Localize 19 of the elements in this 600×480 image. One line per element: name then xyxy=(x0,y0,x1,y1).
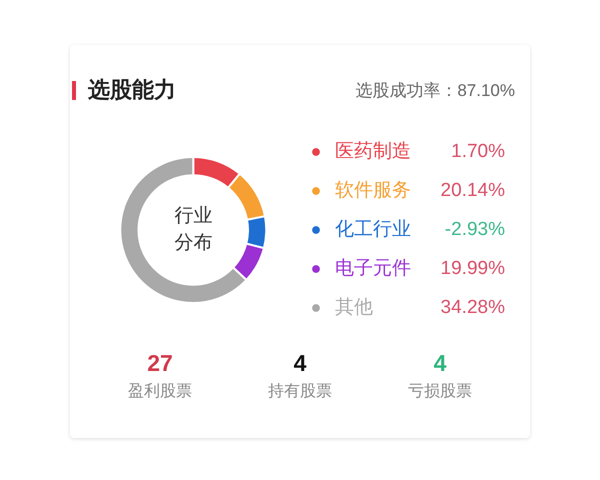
legend-label: 其他 xyxy=(335,297,373,318)
text: 20.14% xyxy=(440,180,506,202)
chart-subtitle: 选股成功率：87.10% xyxy=(355,81,515,100)
text: 行业分布 xyxy=(174,206,212,254)
data-label: 4 xyxy=(434,350,446,376)
data-label: 27 xyxy=(147,350,173,376)
text: -2.93% xyxy=(444,219,506,240)
legend-label: 医药制造 xyxy=(335,141,411,162)
legend-label: 电子元件 xyxy=(335,258,411,280)
text: 34.28% xyxy=(440,297,506,318)
legend-label: 化工行业 xyxy=(335,219,411,240)
text: 1.70% xyxy=(451,141,506,162)
data-label: 4 xyxy=(294,350,306,376)
category-label: 亏损股票 xyxy=(408,383,472,400)
text: 19.99% xyxy=(440,258,506,280)
category-label: 持有股票 xyxy=(268,383,332,400)
legend-label: 软件服务 xyxy=(335,180,411,202)
chart-title: 选股能力 xyxy=(88,77,176,102)
category-label: 盈利股票 xyxy=(128,383,192,400)
